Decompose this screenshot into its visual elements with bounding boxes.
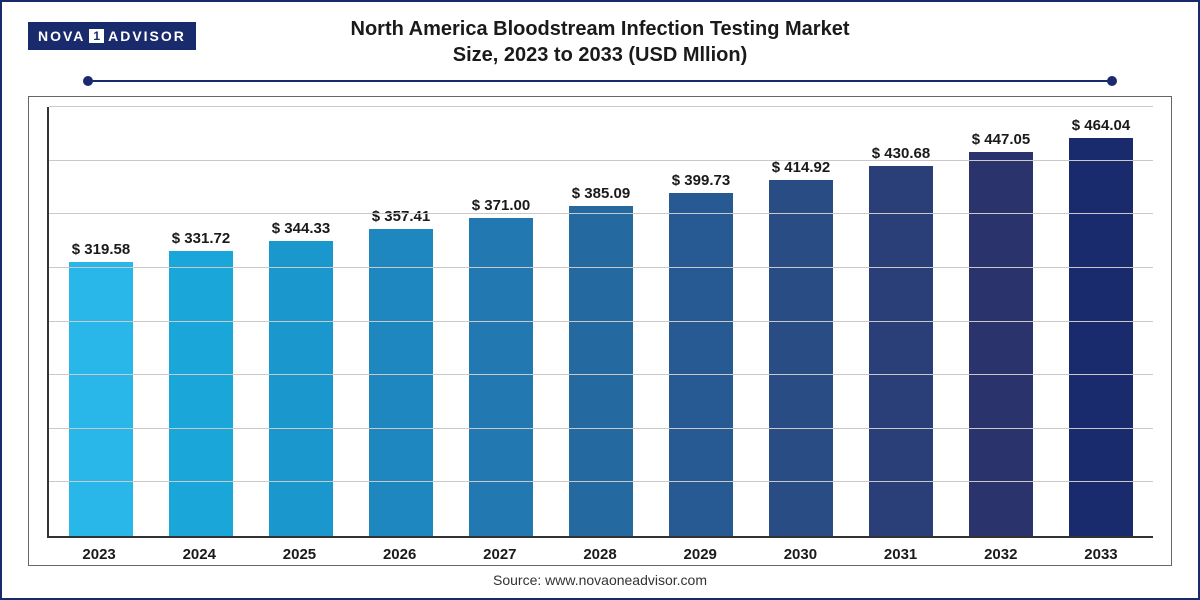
bar: [669, 193, 733, 536]
bar-value-label: $ 447.05: [972, 131, 1030, 148]
x-axis-tick: 2023: [49, 546, 149, 563]
bar-wrap: $ 385.09: [551, 107, 651, 536]
chart-title: North America Bloodstream Infection Test…: [28, 16, 1172, 68]
bar-value-label: $ 399.73: [672, 172, 730, 189]
gridline: [49, 481, 1153, 482]
x-axis-tick: 2030: [750, 546, 850, 563]
x-axis-tick: 2026: [350, 546, 450, 563]
x-axis: 2023202420252026202720282029203020312032…: [47, 538, 1153, 563]
source-text: Source: www.novaoneadvisor.com: [28, 566, 1172, 590]
bar-wrap: $ 464.04: [1051, 107, 1151, 536]
logo-text-2: ADVISOR: [108, 28, 186, 44]
bar: [969, 152, 1033, 536]
x-axis-tick: 2028: [550, 546, 650, 563]
x-axis-tick: 2025: [249, 546, 349, 563]
underline-line: [88, 80, 1112, 82]
plot-area: $ 319.58 $ 331.72 $ 344.33 $ 357.41 $ 371.00…: [47, 107, 1153, 538]
bar-wrap: $ 331.72: [151, 107, 251, 536]
chart-frame: $ 319.58 $ 331.72 $ 344.33 $ 357.41 $ 371.00…: [28, 96, 1172, 566]
bar-wrap: $ 319.58: [51, 107, 151, 536]
gridline: [49, 428, 1153, 429]
bar: [769, 180, 833, 536]
brand-logo: NOVA 1 ADVISOR: [28, 22, 196, 50]
gridline: [49, 160, 1153, 161]
x-axis-tick: 2024: [149, 546, 249, 563]
x-axis-tick: 2031: [851, 546, 951, 563]
underline-dot-right: [1107, 76, 1117, 86]
bar-wrap: $ 447.05: [951, 107, 1051, 536]
logo-text-one: 1: [89, 29, 104, 43]
gridline: [49, 321, 1153, 322]
bar-value-label: $ 385.09: [572, 185, 630, 202]
bar: [69, 262, 133, 536]
x-axis-tick: 2032: [951, 546, 1051, 563]
bar-value-label: $ 344.33: [272, 220, 330, 237]
gridline: [49, 374, 1153, 375]
logo-text-1: NOVA: [38, 28, 85, 44]
bar: [469, 218, 533, 536]
bar-wrap: $ 430.68: [851, 107, 951, 536]
chart-container: NOVA 1 ADVISOR North America Bloodstream…: [0, 0, 1200, 600]
x-axis-tick: 2027: [450, 546, 550, 563]
bar-wrap: $ 344.33: [251, 107, 351, 536]
bar-wrap: $ 357.41: [351, 107, 451, 536]
gridline: [49, 106, 1153, 107]
bar: [369, 229, 433, 536]
gridline: [49, 213, 1153, 214]
x-axis-tick: 2029: [650, 546, 750, 563]
bar: [269, 241, 333, 536]
bar-value-label: $ 414.92: [772, 159, 830, 176]
chart-title-line1: North America Bloodstream Infection Test…: [28, 16, 1172, 42]
bar-value-label: $ 331.72: [172, 230, 230, 247]
bar-value-label: $ 357.41: [372, 208, 430, 225]
bar-value-label: $ 319.58: [72, 241, 130, 258]
bar-value-label: $ 371.00: [472, 197, 530, 214]
bar-value-label: $ 464.04: [1072, 117, 1130, 134]
bars-group: $ 319.58 $ 331.72 $ 344.33 $ 357.41 $ 371.00…: [49, 107, 1153, 536]
bar: [569, 206, 633, 536]
bar-wrap: $ 371.00: [451, 107, 551, 536]
title-underline: [88, 74, 1112, 88]
chart-title-line2: Size, 2023 to 2033 (USD Mllion): [28, 42, 1172, 68]
bar: [1069, 138, 1133, 536]
bar-wrap: $ 414.92: [751, 107, 851, 536]
bar-wrap: $ 399.73: [651, 107, 751, 536]
gridline: [49, 267, 1153, 268]
bar: [169, 251, 233, 536]
x-axis-tick: 2033: [1051, 546, 1151, 563]
